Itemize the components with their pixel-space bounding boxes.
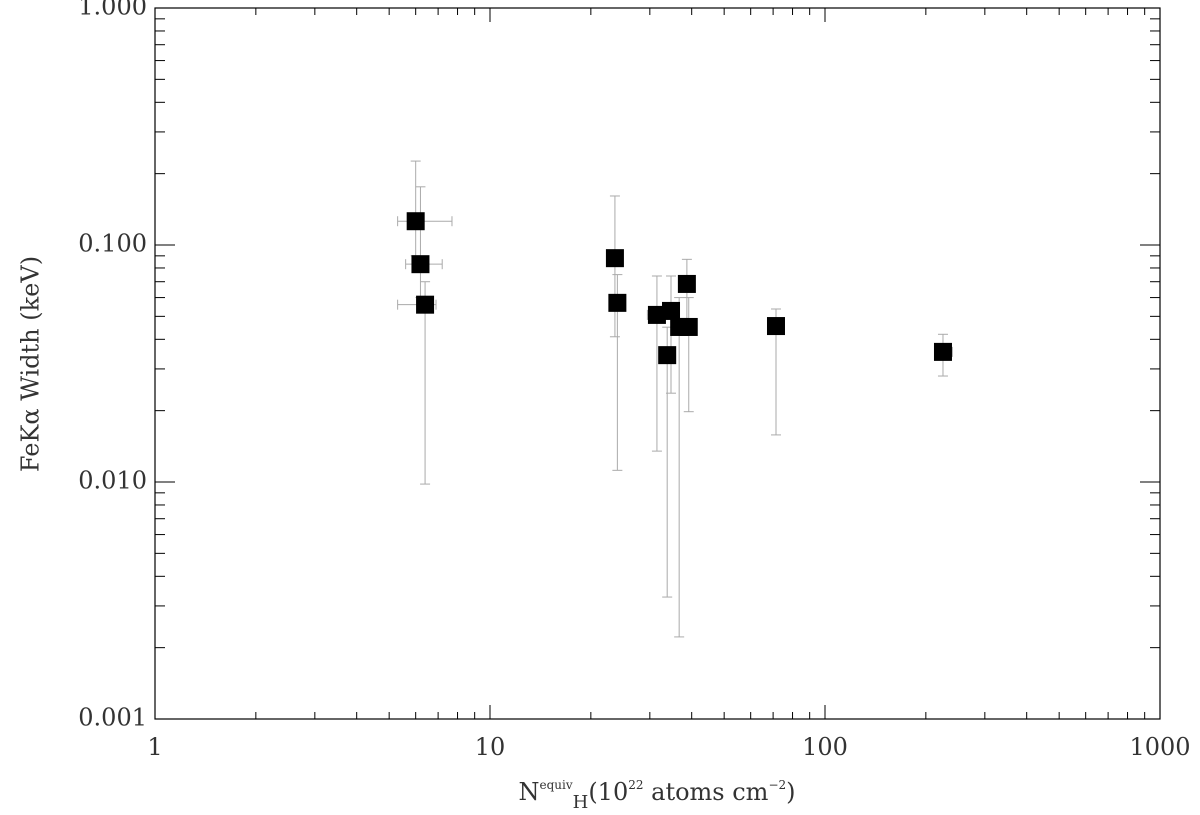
- plot-frame: [154, 7, 1161, 720]
- point: [416, 295, 435, 314]
- x-tick-label: 100: [802, 733, 848, 761]
- y-tick-label: 0.001: [78, 704, 147, 732]
- x-axis-label-part: 22: [628, 778, 643, 792]
- x-axis-label-part: atoms cm: [644, 778, 769, 806]
- x-axis-label-part: H: [573, 792, 589, 813]
- y-tick-label: 1.000: [78, 0, 147, 21]
- y-axis-label: FeKα Width (keV): [17, 256, 45, 472]
- x-axis-label-part: ): [786, 778, 795, 806]
- point: [406, 212, 425, 231]
- x-tick-label: 1000: [1129, 733, 1190, 761]
- x-tick-label: 10: [475, 733, 506, 761]
- x-axis-label-part: equiv: [539, 778, 572, 792]
- point: [933, 342, 952, 361]
- point: [658, 346, 677, 365]
- x-axis-label-part: −2: [768, 778, 786, 792]
- x-axis-label-part: N: [518, 778, 539, 806]
- point: [605, 249, 624, 268]
- x-axis-label-part: (10: [588, 778, 628, 806]
- point: [411, 255, 430, 274]
- x-axis-label: NequivH(1022 atoms cm−2): [518, 778, 795, 813]
- x-tick-label: 1: [147, 733, 162, 761]
- point: [677, 274, 696, 293]
- point: [679, 317, 698, 336]
- y-tick-label: 0.010: [78, 467, 147, 495]
- point: [647, 305, 666, 324]
- point: [608, 293, 627, 312]
- point: [662, 301, 681, 320]
- point: [766, 317, 785, 336]
- y-tick-label: 0.100: [78, 230, 147, 258]
